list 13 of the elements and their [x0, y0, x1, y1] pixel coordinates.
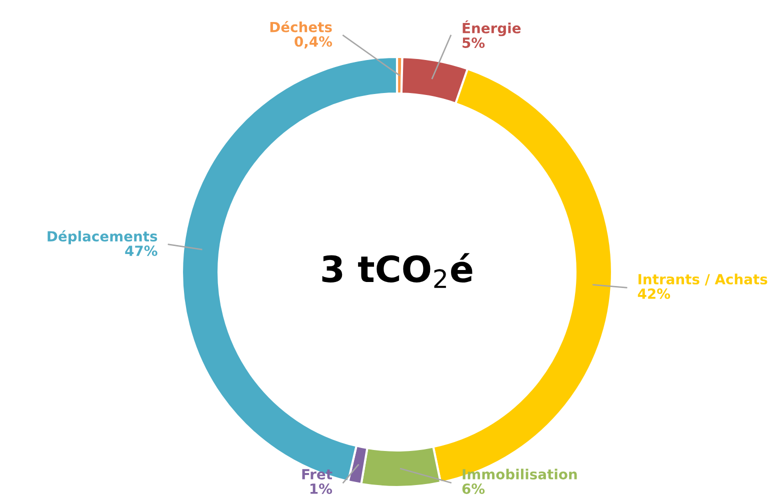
data-label: 6%	[462, 483, 485, 494]
data-label: 1%	[310, 483, 332, 494]
data-label: 5%	[462, 37, 485, 48]
slice-label: Intrants / Achats	[638, 274, 768, 286]
slice-label: Déplacements	[48, 230, 158, 244]
slice-label: Fret	[302, 469, 332, 480]
data-label: 42%	[638, 288, 670, 299]
slice-label: Déchets	[270, 20, 332, 32]
text: 3 tCO$_{2}$é	[322, 253, 472, 288]
slice-label: Immobilisation	[462, 468, 577, 480]
data-label: 0,4%	[294, 36, 332, 49]
slice-label: Énergie	[462, 20, 521, 36]
data-label: 47%	[125, 246, 158, 256]
